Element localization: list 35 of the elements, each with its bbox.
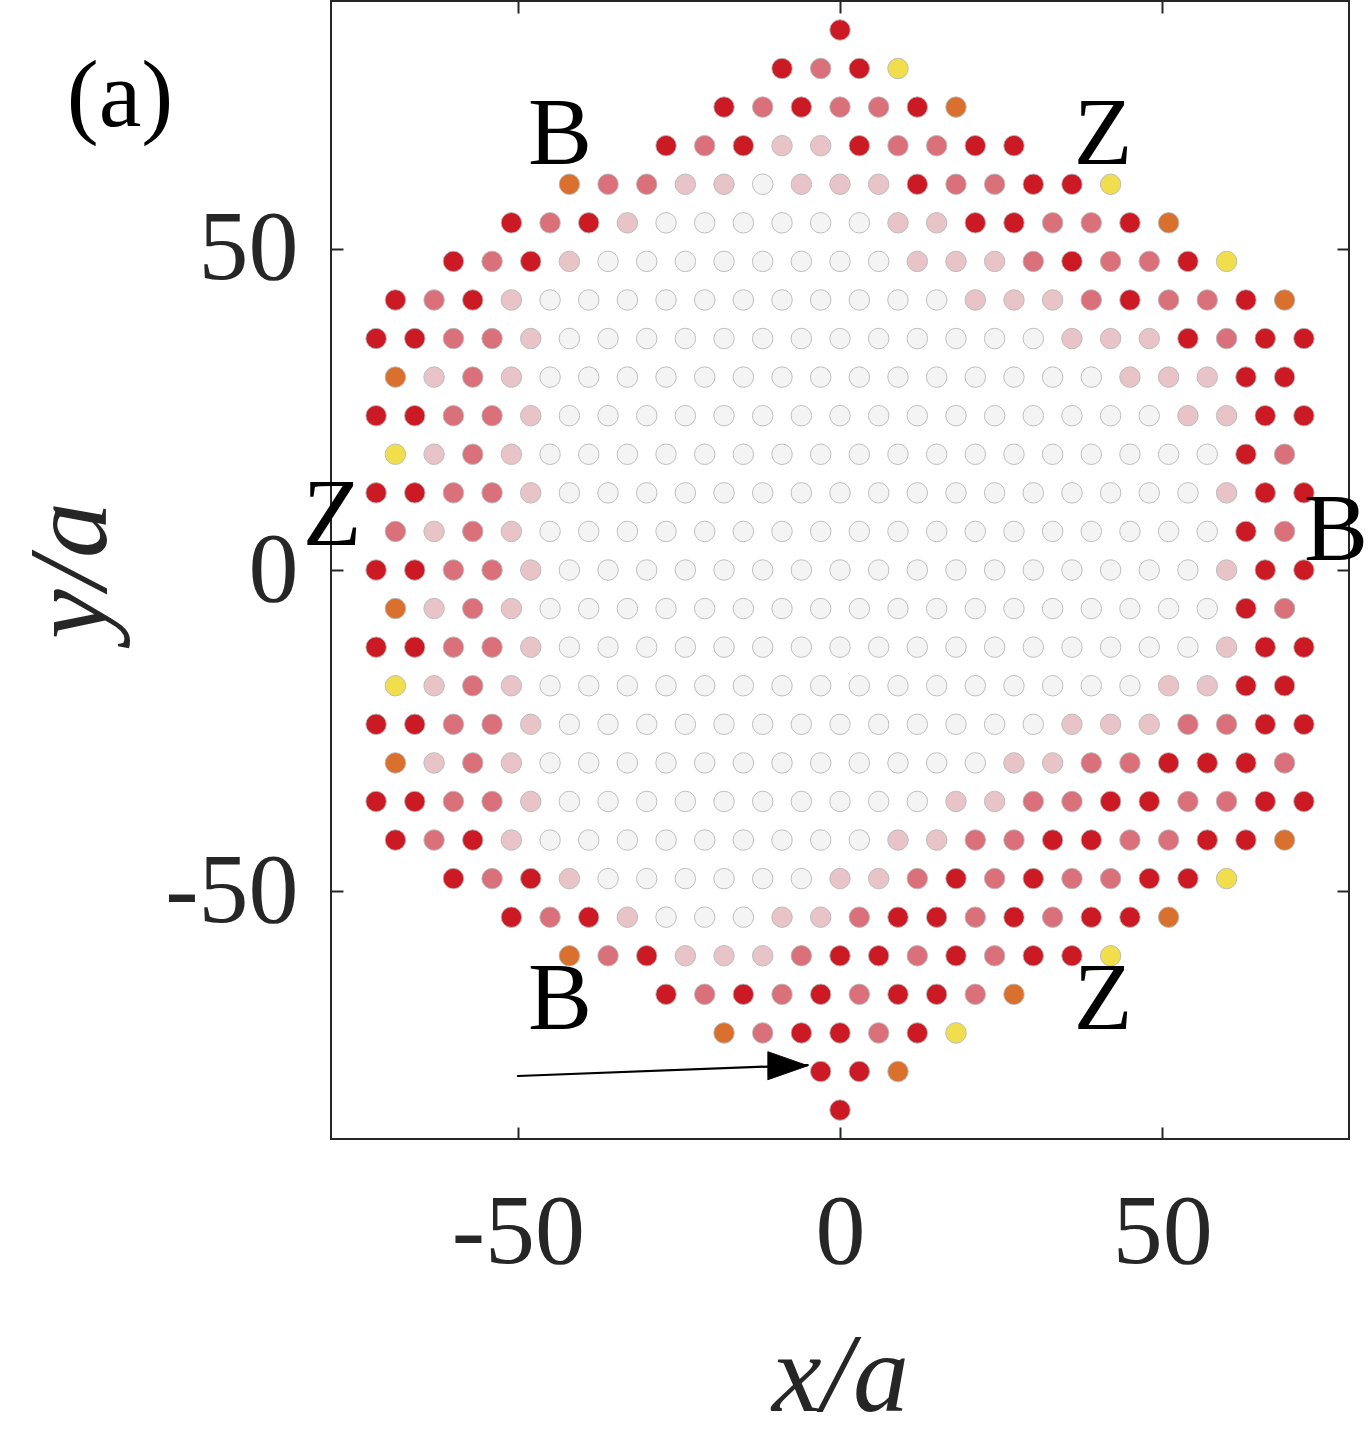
point bbox=[384, 597, 407, 620]
point bbox=[767, 1051, 809, 1081]
x-tick-label: 50 bbox=[1112, 1173, 1213, 1285]
point bbox=[887, 57, 909, 80]
point bbox=[1157, 212, 1180, 234]
point bbox=[887, 1060, 909, 1083]
y-axis-title: y/a bbox=[6, 502, 131, 649]
y-tick-label: 0 bbox=[248, 511, 299, 623]
point bbox=[1273, 289, 1296, 311]
point bbox=[1003, 983, 1025, 1006]
point bbox=[713, 1022, 735, 1044]
point bbox=[384, 752, 407, 774]
point bbox=[1099, 173, 1122, 195]
point bbox=[1215, 867, 1238, 890]
y-tick-label: 50 bbox=[198, 190, 299, 302]
point bbox=[1157, 906, 1180, 928]
annotation: Z bbox=[1073, 78, 1133, 185]
point bbox=[1215, 250, 1238, 273]
point bbox=[945, 1022, 967, 1044]
annotation: B bbox=[527, 943, 593, 1050]
x-tick-label: -50 bbox=[451, 1173, 585, 1285]
point bbox=[558, 945, 581, 967]
point bbox=[384, 366, 407, 388]
annotation: Z bbox=[1073, 943, 1133, 1050]
x-axis-title: x/a bbox=[770, 1310, 909, 1435]
annotation: B bbox=[527, 78, 593, 185]
point bbox=[558, 173, 581, 195]
x-tick-label: 0 bbox=[815, 1173, 866, 1285]
point bbox=[1273, 829, 1296, 851]
point bbox=[945, 96, 967, 118]
point bbox=[1099, 945, 1122, 967]
text: (a) bbox=[66, 40, 174, 147]
y-tick-label: -50 bbox=[165, 832, 299, 944]
point bbox=[384, 675, 407, 697]
point bbox=[384, 443, 407, 465]
